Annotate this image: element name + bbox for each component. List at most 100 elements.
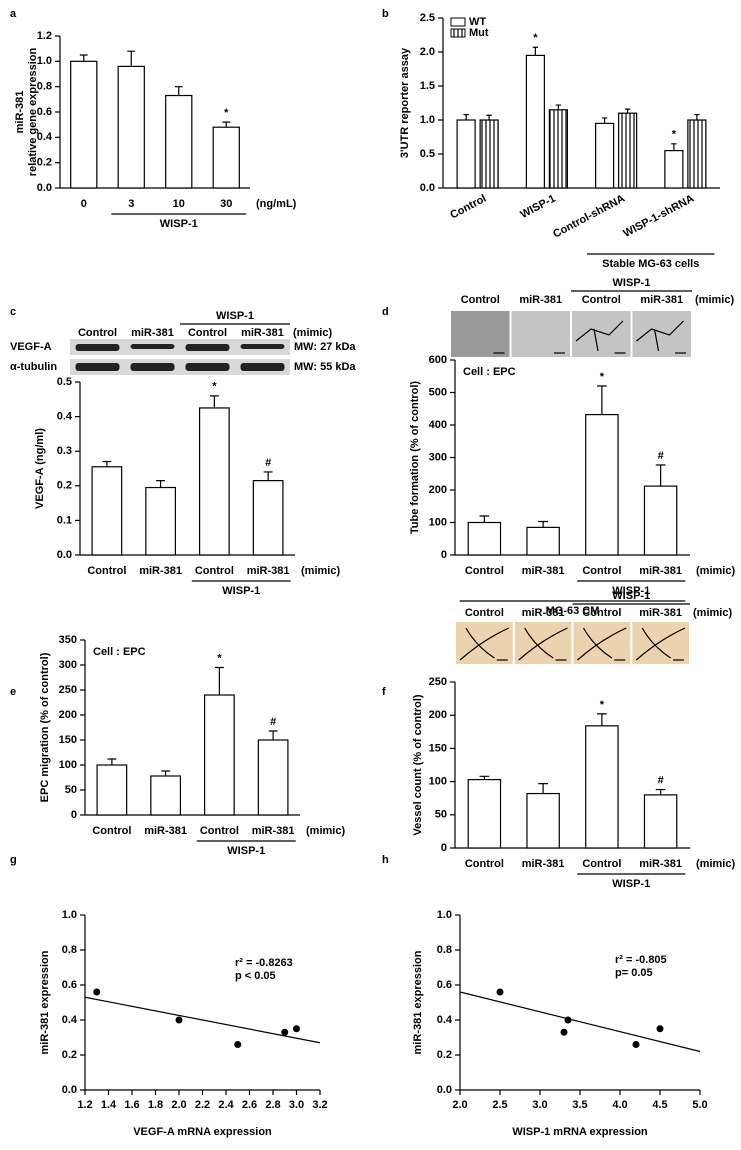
y-tick-label: 200 [429, 709, 447, 721]
lane-label: Control [582, 607, 621, 619]
blot-band [75, 344, 120, 351]
blot-band [185, 344, 230, 351]
micrograph [511, 311, 570, 357]
point [560, 1028, 568, 1036]
unit-note: (mimic) [696, 565, 735, 577]
x-tick-label: 2.6 [242, 1099, 257, 1111]
x-tick-label: miR-381 [522, 565, 565, 577]
error-bar [127, 50, 136, 67]
stat-text: r² = -0.805 [615, 954, 667, 966]
x-tick-label: 10 [173, 198, 185, 210]
cell-note: Cell : EPC [93, 646, 146, 658]
panel-letter: c [10, 306, 16, 318]
error-bar [655, 788, 666, 795]
legend-swatch [450, 28, 466, 38]
vessel [518, 627, 568, 661]
y-tick-label: 2.0 [420, 46, 435, 58]
header-group-label: WISP-1 [612, 590, 650, 602]
y-tick-label: 1.5 [420, 80, 435, 92]
group-label: WISP-1 [612, 585, 650, 597]
significance-mark: * [672, 129, 677, 141]
x-tick-label: 1.6 [124, 1099, 139, 1111]
error-bar [601, 117, 608, 124]
error-bar [532, 46, 539, 56]
y-axis-label: Tube formation (% of control) [409, 381, 421, 535]
bar [526, 526, 560, 556]
x-tick-label: miR-381 [522, 858, 565, 870]
blot-strip [70, 359, 290, 375]
y-axis-label: miR-381 [14, 91, 26, 134]
y-axis-label: relative gene expression [27, 48, 39, 177]
bar [467, 779, 502, 849]
significance-mark: # [265, 457, 271, 469]
y-axis-label: 3'UTR reporter assay [399, 47, 411, 158]
y-tick-label: 0.2 [62, 1049, 77, 1061]
bar [687, 119, 707, 189]
blot-band [240, 363, 285, 371]
point [293, 1025, 300, 1033]
y-tick-label: 0.4 [57, 411, 73, 423]
lane-label: Control [465, 607, 504, 619]
y-axis-label: VEGF-A (ng/ml) [34, 428, 46, 509]
blot-label: VEGF-A [10, 341, 52, 353]
y-axis-label: miR-381 expression [412, 950, 424, 1054]
error-bar [694, 113, 700, 120]
error-bar [79, 54, 88, 62]
bar [525, 54, 545, 189]
lane-label: Control [78, 327, 117, 339]
lane-label: miR-381 [131, 327, 174, 339]
y-tick-label: 150 [429, 742, 447, 754]
blot-band [240, 344, 285, 349]
y-tick-label: 0.2 [37, 157, 52, 169]
bar [548, 109, 568, 189]
x-tick-label: 4.0 [612, 1099, 627, 1111]
x-tick-label: Control [92, 825, 131, 837]
bar [252, 480, 284, 556]
micrograph [572, 311, 631, 357]
y-tick-label: 0 [441, 842, 447, 854]
bar [198, 407, 230, 556]
y-tick-label: 50 [65, 784, 77, 796]
y-tick-label: 200 [429, 484, 447, 496]
y-tick-label: 250 [429, 676, 447, 688]
x-tick-label: Control [582, 565, 621, 577]
significance-mark: * [217, 652, 222, 664]
unit-note: (mimic) [306, 825, 345, 837]
bar [585, 725, 619, 849]
blot-mw: MW: 27 kDa [294, 341, 356, 353]
point [175, 1016, 183, 1024]
y-axis-label: EPC migration (% of control) [39, 652, 51, 802]
blot-band [185, 363, 230, 371]
bar [165, 94, 193, 189]
point [632, 1041, 640, 1048]
panel-letter: d [382, 306, 389, 318]
y-tick-label: 0.6 [437, 979, 452, 991]
x-tick-label: 3.2 [312, 1099, 327, 1111]
x-tick-label: 5.0 [692, 1099, 707, 1111]
fit-line [459, 991, 701, 1053]
error-bar [655, 464, 666, 487]
x-tick-label: miR-381 [139, 565, 182, 577]
vessel [635, 627, 686, 661]
x-tick-label: miR-381 [144, 825, 187, 837]
bar [643, 485, 678, 556]
bar [91, 466, 123, 556]
error-bar [107, 758, 117, 765]
lane-label: Control [582, 294, 621, 306]
error-bar [555, 104, 562, 110]
error-bar [222, 121, 231, 128]
x-tick-label: Control [465, 565, 504, 577]
stat-text: p < 0.05 [235, 970, 276, 982]
cam-photo [632, 622, 689, 664]
y-axis-label: Vessel count (% of control) [412, 694, 424, 836]
panel-letter: b [382, 8, 389, 20]
y-tick-label: 600 [429, 354, 447, 366]
panel-letter: h [382, 854, 389, 866]
error-bar [597, 385, 607, 415]
y-tick-label: 0.0 [37, 182, 52, 194]
blot-strip [70, 339, 290, 355]
y-tick-label: 100 [429, 776, 447, 788]
x-tick-label: Control [87, 565, 126, 577]
x-tick-label: 2.2 [195, 1099, 210, 1111]
group-label: WISP-1 [222, 585, 260, 597]
